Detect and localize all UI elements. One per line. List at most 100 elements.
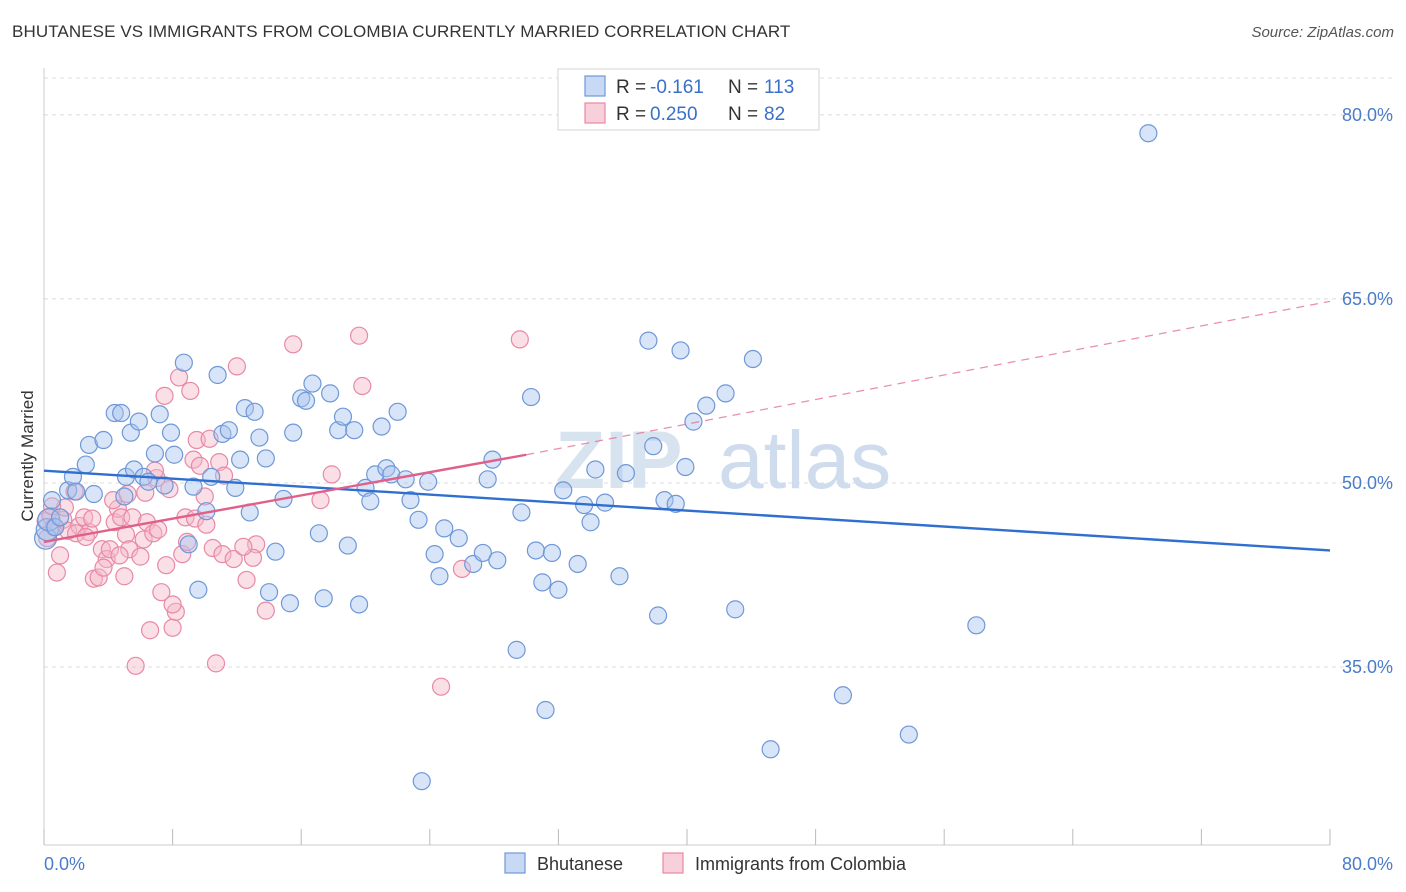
trend-line — [43, 453, 527, 544]
data-point — [76, 455, 95, 474]
watermark: ZIP atlas — [555, 415, 891, 506]
data-point — [206, 654, 226, 673]
data-point — [115, 567, 134, 586]
data-point — [284, 335, 303, 354]
data-point — [542, 543, 562, 563]
data-point — [581, 513, 600, 532]
data-point — [227, 357, 246, 376]
data-point — [219, 421, 238, 440]
data-point — [94, 558, 113, 577]
data-point — [899, 725, 918, 744]
data-point — [140, 621, 160, 640]
data-point — [743, 349, 763, 369]
data-point — [512, 503, 531, 522]
data-point — [586, 460, 605, 479]
x-tick-label: 80.0% — [1342, 854, 1393, 874]
data-point — [507, 640, 526, 659]
data-point — [174, 353, 193, 372]
data-point — [676, 457, 695, 477]
x-tick-label: 0.0% — [44, 854, 85, 874]
legend-n-value: 113 — [764, 77, 794, 98]
trend-line-extension — [526, 300, 1331, 456]
data-point — [152, 583, 171, 602]
data-point — [353, 376, 372, 396]
data-point — [684, 412, 703, 431]
data-point — [338, 536, 357, 555]
data-point — [322, 465, 341, 484]
data-point — [568, 554, 587, 574]
data-point — [67, 482, 86, 501]
data-point — [203, 538, 222, 558]
data-point — [131, 547, 150, 566]
data-point — [388, 402, 407, 421]
data-point — [639, 331, 658, 350]
data-point — [50, 508, 70, 527]
data-point — [84, 484, 103, 504]
data-point — [190, 456, 210, 475]
data-point — [377, 459, 396, 478]
legend-n-value: 82 — [764, 104, 785, 125]
data-point — [833, 686, 853, 705]
data-point — [145, 444, 165, 463]
data-point — [333, 407, 353, 426]
data-point — [149, 520, 168, 539]
series-immigrants-from-colombia — [36, 326, 529, 696]
data-point — [554, 481, 573, 500]
x-tick-labels: 0.0% 80.0% — [44, 854, 1393, 874]
data-point — [256, 449, 275, 468]
y-tick-labels: 35.0% 50.0% 65.0% 80.0% — [1342, 105, 1393, 677]
y-tick-label: 65.0% — [1342, 289, 1393, 309]
data-point — [349, 326, 369, 345]
data-point — [213, 545, 232, 564]
data-point — [181, 381, 200, 401]
data-point — [134, 530, 153, 549]
data-point — [284, 423, 303, 442]
data-point — [184, 477, 203, 496]
data-point — [644, 437, 663, 456]
data-point — [595, 493, 615, 512]
data-point — [401, 491, 420, 510]
watermark-atlas: atlas — [718, 415, 891, 506]
data-point — [697, 396, 716, 415]
legend-n-label: N = — [728, 77, 758, 98]
data-point — [266, 542, 285, 561]
data-point — [150, 405, 169, 424]
data-point — [526, 541, 545, 560]
data-point — [419, 472, 438, 491]
data-point — [100, 540, 120, 559]
data-point — [234, 537, 253, 556]
data-point — [224, 549, 243, 569]
data-point — [671, 341, 690, 360]
data-point — [521, 387, 541, 407]
data-point — [396, 470, 415, 489]
legend-swatch — [584, 75, 606, 97]
legend-r-label: R = — [616, 104, 646, 125]
y-tick-label: 50.0% — [1342, 473, 1393, 493]
data-point — [110, 546, 129, 565]
data-point — [435, 519, 454, 538]
data-point — [165, 445, 184, 464]
data-point — [478, 470, 497, 489]
data-point — [210, 453, 229, 472]
data-point — [1139, 124, 1158, 143]
data-point — [409, 510, 428, 529]
data-point — [610, 567, 629, 586]
data-point — [42, 491, 62, 510]
series-legend-label: Bhutanese — [537, 854, 623, 874]
data-point — [314, 589, 333, 608]
data-point — [155, 386, 174, 405]
data-point — [280, 594, 300, 613]
data-point — [197, 515, 216, 534]
data-point — [412, 772, 431, 791]
series-legend-label: Immigrants from Colombia — [695, 854, 907, 874]
data-point — [50, 546, 70, 565]
series-legend: Bhutanese Immigrants from Colombia — [504, 852, 907, 874]
data-point — [189, 580, 208, 599]
data-point — [163, 618, 182, 637]
data-point — [256, 601, 275, 620]
data-point — [34, 526, 58, 550]
legend-swatch — [584, 102, 606, 124]
data-point — [112, 403, 131, 423]
data-point — [259, 583, 279, 602]
data-point — [120, 540, 139, 559]
